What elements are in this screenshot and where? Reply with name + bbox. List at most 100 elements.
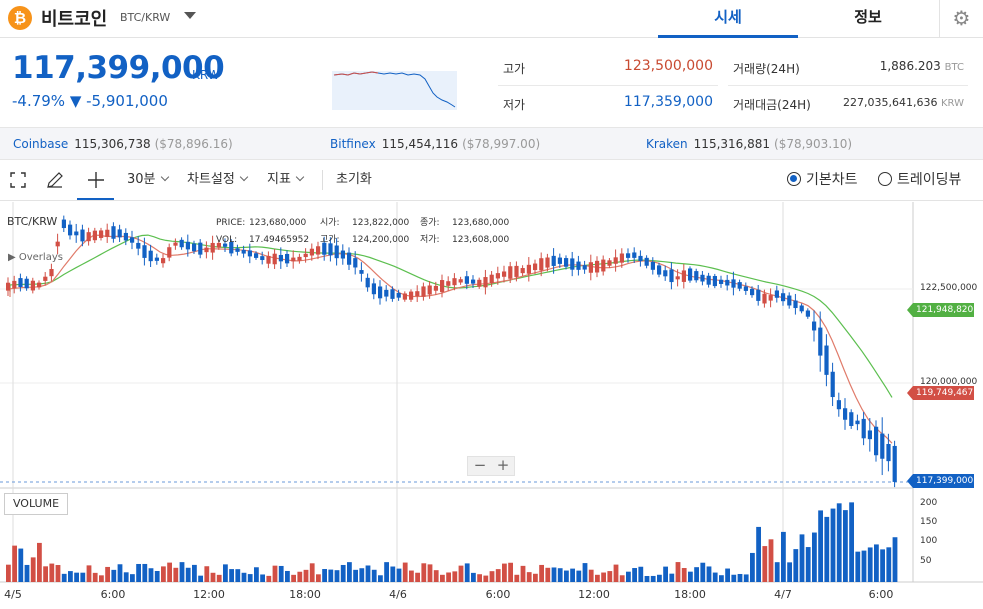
volume-bar: [533, 573, 538, 582]
candle-body: [570, 258, 575, 270]
volume-bar: [43, 566, 48, 582]
candle-body: [595, 260, 600, 273]
volume-bar: [824, 516, 830, 582]
candle-body: [458, 279, 463, 283]
volume-axis-label: 50: [920, 556, 932, 566]
divider: [498, 85, 718, 86]
candle-body: [861, 418, 866, 439]
crosshair-button[interactable]: [77, 160, 114, 200]
volume-bar: [743, 574, 749, 582]
candle-body: [557, 257, 562, 264]
candle-body: [378, 286, 383, 299]
volume-bar: [836, 503, 842, 582]
current-price: 117,399,000: [12, 50, 225, 86]
volume-bar: [669, 573, 675, 582]
candle-body: [650, 261, 655, 270]
candle-body: [291, 257, 296, 262]
chart-settings-menu[interactable]: 차트설정: [187, 160, 249, 200]
candle-body: [737, 282, 742, 289]
volume-bar: [650, 575, 656, 582]
time-axis-label: 6:00: [868, 588, 894, 601]
volume-bar: [55, 565, 61, 582]
last-price-tag: 117,399,000: [907, 474, 974, 488]
volume-bar: [588, 569, 594, 582]
volume-bar: [551, 567, 557, 582]
candle-body: [105, 229, 110, 237]
tab-info[interactable]: 정보: [854, 8, 882, 26]
zoom-in-button[interactable]: +: [496, 456, 510, 474]
zoom-controls: − +: [467, 456, 515, 476]
ma-long-line: [9, 234, 893, 398]
volume-bar: [626, 571, 631, 582]
candle-body: [6, 282, 11, 291]
volume-bar: [805, 547, 811, 582]
candle-body: [316, 246, 321, 255]
volume-bar: [105, 566, 110, 582]
candle-body: [99, 230, 104, 238]
volume-bar: [458, 565, 464, 582]
candle-body: [371, 283, 376, 295]
volume-bar: [725, 568, 730, 582]
volume-bar: [483, 575, 489, 582]
candle-body: [464, 276, 469, 284]
tradingview-option[interactable]: 트레이딩뷰: [878, 160, 961, 200]
volume-bar: [378, 575, 383, 582]
candle-body: [68, 224, 73, 236]
volume-bar: [334, 570, 340, 582]
candle-body: [192, 243, 197, 252]
volume-bar: [402, 562, 408, 582]
volume-bar: [489, 571, 495, 582]
candle-body: [148, 250, 153, 262]
volume-24h-label: 거래량(24H): [733, 62, 800, 76]
chevron-down-icon[interactable]: [184, 12, 196, 19]
volume-bar: [161, 566, 166, 582]
volume-bar: [644, 575, 650, 582]
volume-bar: [92, 572, 98, 582]
volume-bar: [179, 562, 185, 582]
time-axis-label: 4/7: [774, 588, 792, 601]
candle-body: [204, 247, 209, 253]
candle-body: [619, 253, 624, 263]
zoom-out-button[interactable]: −: [473, 456, 487, 474]
volume-bar: [607, 571, 613, 582]
candle-body: [805, 310, 810, 317]
candle-body: [347, 252, 352, 265]
candle-body: [824, 345, 829, 375]
indicators-menu[interactable]: 지표: [267, 160, 305, 200]
volume-bar: [861, 550, 867, 582]
volume-bar: [297, 571, 303, 582]
interval-select[interactable]: 30분: [127, 160, 169, 200]
draw-tool-button[interactable]: [46, 160, 68, 200]
candle-body: [359, 270, 364, 274]
candle-body: [731, 279, 736, 288]
volume-bar: [750, 552, 755, 582]
radio-icon: [878, 172, 892, 186]
high-value: 123,500,000: [623, 58, 713, 74]
overlays-toggle[interactable]: ▶ Overlays: [8, 252, 63, 263]
price-chart[interactable]: BTC/KRW ▶ Overlays PRICE: 123,680,000 시가:…: [0, 202, 983, 609]
volume-bar: [241, 572, 247, 582]
tab-quote[interactable]: 시세: [658, 0, 798, 38]
volume-bar: [347, 562, 352, 582]
volume-bar: [601, 572, 606, 582]
candle-body: [787, 295, 792, 306]
fullscreen-button[interactable]: [10, 160, 30, 200]
candle-body: [365, 277, 370, 288]
settings-button[interactable]: ⚙: [939, 0, 983, 38]
candle-body: [743, 286, 748, 291]
amount-24h-value: 227,035,641,636 KRW: [843, 96, 964, 109]
volume-bar: [247, 574, 253, 582]
candle-body: [92, 230, 97, 241]
candle-body: [24, 278, 29, 289]
exchange-bitfinex: Bitfinex 115,454,116 ($78,997.00): [330, 137, 541, 151]
coin-pair: BTC/KRW: [120, 11, 171, 24]
volume-bar: [545, 567, 551, 582]
reset-button[interactable]: 초기화: [336, 172, 372, 187]
volume-bar: [768, 539, 774, 582]
volume-bar: [799, 534, 805, 582]
basic-chart-option[interactable]: 기본차트: [787, 160, 858, 200]
candle-body: [130, 237, 135, 243]
volume-bar: [130, 574, 135, 582]
candle-body: [613, 257, 618, 264]
candle-body: [706, 275, 711, 285]
